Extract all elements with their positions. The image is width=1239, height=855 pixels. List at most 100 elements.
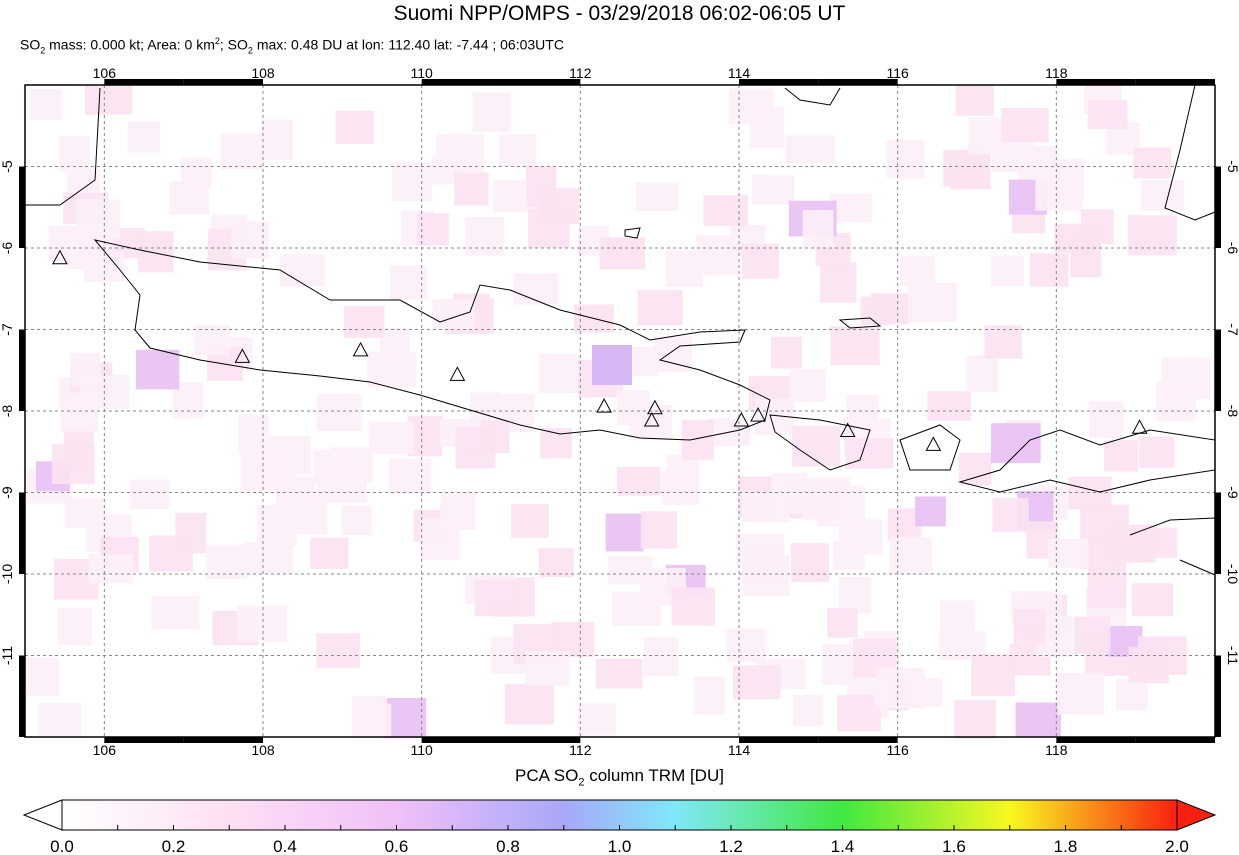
- so2-pixel: [1001, 108, 1049, 143]
- so2-pixel: [958, 452, 992, 486]
- lon-tick-label: 118: [1045, 65, 1068, 81]
- frame-bar: [19, 166, 25, 248]
- lat-tick-label: -9: [0, 486, 15, 499]
- so2-pixel: [85, 85, 133, 115]
- lat-tick-label: -6: [0, 242, 15, 255]
- so2-pixel: [316, 633, 360, 669]
- so2-pixel: [693, 676, 725, 715]
- so2-pixel: [1104, 440, 1138, 472]
- so2-pixel: [1141, 180, 1184, 211]
- so2-pixel: [149, 535, 193, 572]
- frame-bar: [1135, 737, 1215, 743]
- frame-bar: [19, 492, 25, 574]
- so2-pixel: [665, 250, 704, 287]
- so2-pixel: [830, 326, 880, 366]
- frame-bar: [1056, 737, 1136, 743]
- coastline: [93, 239, 771, 441]
- so2-pixel: [527, 209, 570, 248]
- volcano-triangle-icon: [750, 407, 766, 422]
- lon-tick-label: 106: [93, 742, 117, 758]
- so2-pixel: [29, 88, 62, 121]
- so2-pixel: [612, 591, 661, 626]
- so2-pixel: [238, 414, 269, 454]
- so2-pixel: [368, 421, 414, 455]
- frame-bar: [421, 737, 501, 743]
- so2-pixel: [1048, 539, 1089, 568]
- lat-tick-label: -8: [0, 405, 15, 418]
- so2-pixel: [793, 694, 824, 726]
- so2-pixel: [827, 607, 858, 638]
- volcano-triangle-icon: [234, 348, 251, 363]
- so2-pixel: [352, 695, 388, 737]
- subtitle: SO2 mass: 0.000 kt; Area: 0 km2; SO2 max…: [20, 36, 564, 56]
- so2-pixel: [391, 162, 432, 201]
- so2-pixel: [577, 703, 616, 736]
- colorbar-label: PCA SO2 column TRM [DU]: [515, 766, 724, 789]
- colorbar-tick-label: 0.4: [273, 837, 297, 855]
- so2-pixel: [671, 587, 715, 626]
- so2-pixel: [472, 92, 511, 132]
- colorbar-max-arrow: [1176, 799, 1217, 831]
- so2-pixel: [786, 135, 835, 164]
- so2-pixel: [616, 466, 661, 496]
- so2-pixel: [440, 492, 476, 531]
- so2-pixel: [310, 537, 349, 569]
- frame-bar: [1215, 655, 1221, 737]
- so2-pixel: [68, 229, 113, 270]
- so2-pixel: [752, 174, 795, 205]
- so2-pixel: [513, 273, 558, 305]
- so2-pixel: [1087, 568, 1127, 609]
- so2-pixel: [469, 392, 502, 422]
- frame-bar: [739, 737, 819, 743]
- so2-pixel: [524, 650, 570, 686]
- so2-pixel: [837, 695, 881, 732]
- frame-bar: [19, 655, 25, 737]
- so2-pixel: [1127, 215, 1177, 256]
- colorbar-tick-label: 1.8: [1054, 837, 1078, 855]
- frame-bar: [818, 737, 898, 743]
- so2-pixel: [749, 106, 784, 149]
- lon-tick-label: 116: [887, 65, 910, 81]
- lat-tick-label: -5: [1225, 160, 1239, 173]
- so2-pixel: [900, 256, 936, 286]
- so2-pixel: [243, 541, 294, 574]
- so2-pixel: [1155, 381, 1197, 422]
- so2-pixel: [538, 547, 574, 578]
- colorbar-tick-label: 0.2: [162, 837, 186, 855]
- colorbar-tick-label: 1.6: [942, 837, 966, 855]
- so2-pixel: [130, 479, 170, 509]
- so2-pixel: [966, 355, 998, 393]
- so2-pixel: [1057, 672, 1105, 715]
- colorbar-tick-label: 0.6: [385, 837, 409, 855]
- so2-pixel: [474, 579, 519, 616]
- lon-tick-label: 114: [728, 65, 751, 81]
- lon-tick-label: 110: [411, 65, 434, 81]
- so2-pixel: [955, 85, 994, 116]
- coastline: [769, 414, 871, 471]
- so2-pixel: [927, 391, 972, 421]
- volcano-triangle-icon: [647, 399, 663, 415]
- lat-tick-label: -9: [1225, 486, 1239, 499]
- so2-pixel: [792, 425, 841, 467]
- so2-pixel: [637, 289, 683, 326]
- volcano-triangle-icon: [925, 436, 942, 451]
- lat-tick-label: -7: [1225, 323, 1239, 336]
- so2-max-pixel: [592, 345, 632, 385]
- frame-bar: [183, 737, 263, 743]
- so2-pixel: [279, 254, 325, 287]
- frame-bar: [104, 737, 184, 743]
- so2-pixel: [344, 306, 385, 338]
- so2-pixel: [257, 504, 297, 547]
- so2-pixel: [231, 221, 269, 259]
- so2-pixel: [1087, 100, 1128, 129]
- volcano-triangle-icon: [1131, 419, 1148, 434]
- so2-pixel: [726, 628, 766, 662]
- so2-pixel: [237, 606, 287, 642]
- so2-pixel: [221, 133, 265, 170]
- so2-pixel: [432, 299, 476, 330]
- so2-pixel: [791, 543, 830, 583]
- so2-pixel: [1089, 401, 1124, 438]
- so2-pixel: [770, 336, 802, 369]
